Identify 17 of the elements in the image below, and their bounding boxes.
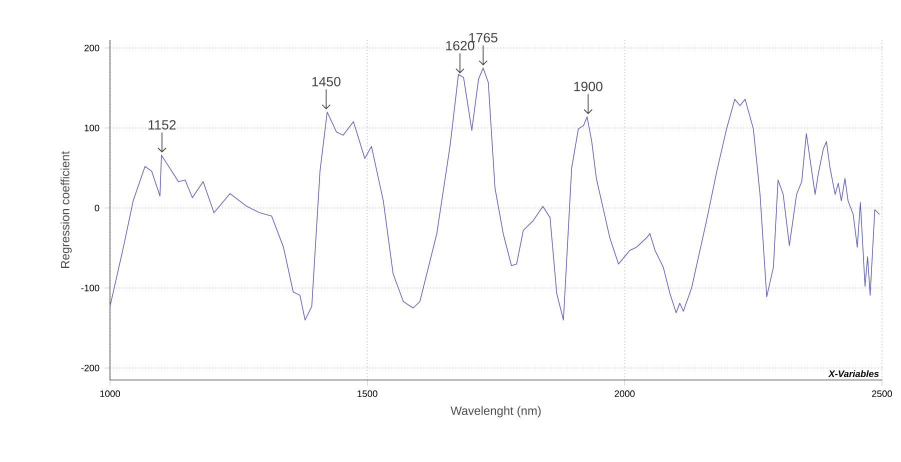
annotation: 1152 bbox=[148, 120, 176, 130]
y-tick-label: 100 bbox=[84, 124, 100, 132]
y-tick-label: 0 bbox=[94, 204, 100, 212]
x-axis-title: Wavelenght (nm) bbox=[450, 406, 541, 418]
y-axis-title: Regression coefficient bbox=[60, 151, 72, 268]
x-tick-label: 2000 bbox=[614, 390, 635, 398]
annotation: 1620 bbox=[446, 40, 474, 50]
x-tick-label: 1000 bbox=[100, 390, 120, 398]
y-tick-label: 200 bbox=[84, 44, 100, 52]
y-tick-label: -100 bbox=[81, 284, 100, 292]
y-tick-label: -200 bbox=[81, 364, 100, 372]
x-tick-label: 2500 bbox=[872, 390, 892, 398]
annotation: 1765 bbox=[469, 32, 498, 42]
annotation: 1450 bbox=[312, 76, 340, 86]
annotation: X-Variables bbox=[828, 370, 879, 378]
annotation: 1900 bbox=[574, 82, 602, 92]
x-tick-label: 1500 bbox=[358, 390, 378, 398]
